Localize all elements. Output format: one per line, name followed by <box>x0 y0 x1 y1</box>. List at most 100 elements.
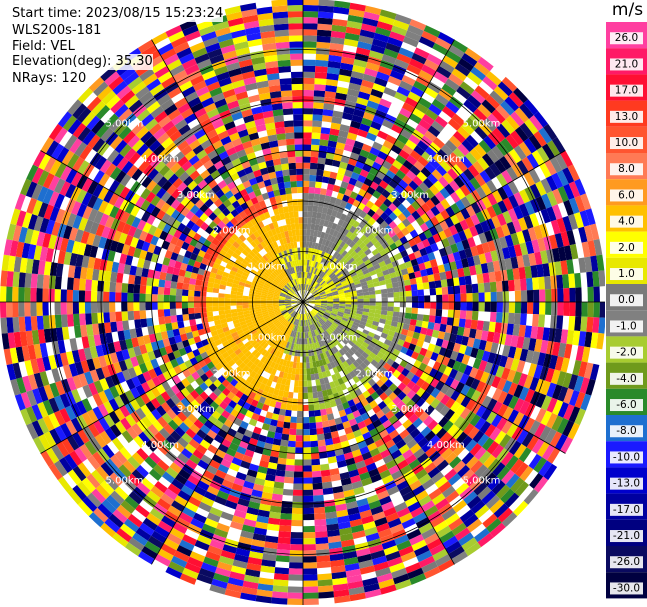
velocity-gate <box>303 556 317 563</box>
velocity-gate <box>372 115 385 125</box>
velocity-gate <box>369 255 377 263</box>
velocity-gate <box>170 315 178 323</box>
velocity-gate <box>145 302 152 311</box>
velocity-gate <box>303 17 318 24</box>
velocity-gate <box>331 222 338 231</box>
velocity-gate <box>471 310 479 321</box>
velocity-gate <box>316 427 324 435</box>
velocity-gate <box>320 272 326 279</box>
velocity-gate <box>311 464 321 472</box>
velocity-gate <box>303 180 310 188</box>
velocity-gate <box>311 217 317 225</box>
velocity-gate <box>357 302 364 306</box>
velocity-gate <box>501 119 515 135</box>
velocity-gate <box>325 253 331 261</box>
velocity-gate <box>381 306 388 311</box>
velocity-gate <box>337 136 347 144</box>
velocity-gate <box>72 302 80 315</box>
velocity-gate <box>30 315 38 331</box>
velocity-gate <box>390 188 401 199</box>
velocity-gate <box>593 286 600 302</box>
velocity-gate <box>388 202 398 213</box>
velocity-gate <box>145 285 153 295</box>
velocity-gate <box>312 289 318 295</box>
velocity-gate <box>508 302 516 314</box>
velocity-gate <box>311 289 317 294</box>
velocity-gate <box>294 374 300 381</box>
velocity-gate <box>365 62 380 72</box>
velocity-gate <box>325 79 339 87</box>
velocity-gate <box>477 157 490 171</box>
velocity-gate <box>339 62 354 71</box>
velocity-gate <box>0 270 8 287</box>
velocity-gate <box>350 260 357 267</box>
velocity-gate <box>306 229 311 236</box>
velocity-gate <box>311 126 322 134</box>
velocity-gate <box>321 238 327 246</box>
velocity-gate <box>376 21 393 32</box>
velocity-gate <box>348 82 362 92</box>
velocity-gate <box>127 302 134 312</box>
velocity-gate <box>374 199 384 208</box>
velocity-gate <box>479 170 492 184</box>
velocity-gate <box>290 538 303 545</box>
velocity-gate <box>482 75 498 91</box>
velocity-gate <box>283 421 291 429</box>
velocity-gate <box>482 321 490 332</box>
velocity-gate <box>275 555 290 563</box>
velocity-gate <box>339 233 346 242</box>
velocity-gate <box>435 93 450 106</box>
velocity-gate <box>525 277 533 291</box>
velocity-gate <box>303 429 310 436</box>
velocity-gate <box>380 220 389 230</box>
velocity-gate <box>273 579 289 587</box>
velocity-gate <box>442 294 449 302</box>
velocity-gate <box>307 285 311 291</box>
velocity-gate <box>326 234 333 242</box>
velocity-gate <box>427 173 439 185</box>
velocity-gate <box>452 147 466 161</box>
velocity-gate <box>341 250 348 257</box>
velocity-gate <box>310 287 315 293</box>
velocity-gate <box>322 481 333 489</box>
velocity-gate <box>375 224 385 234</box>
velocity-gate <box>439 187 451 199</box>
velocity-gate <box>502 291 510 302</box>
velocity-gate <box>288 574 303 581</box>
velocity-gate <box>434 280 442 289</box>
velocity-gate <box>36 274 44 289</box>
velocity-gate <box>342 243 349 251</box>
velocity-gate <box>339 68 353 77</box>
velocity-gate <box>415 124 428 136</box>
velocity-gate <box>327 254 333 262</box>
velocity-gate <box>420 166 432 178</box>
velocity-gate <box>335 224 342 232</box>
velocity-gate <box>370 88 384 99</box>
velocity-gate <box>307 380 312 387</box>
velocity-gate <box>306 362 310 369</box>
velocity-gate <box>392 207 403 217</box>
velocity-gate <box>375 207 385 217</box>
velocity-gate <box>303 174 310 181</box>
velocity-gate <box>322 170 331 178</box>
velocity-gate <box>171 321 179 330</box>
velocity-gate <box>493 85 509 101</box>
velocity-gate <box>354 256 362 263</box>
velocity-gate <box>303 392 309 399</box>
velocity-gate <box>289 428 297 436</box>
velocity-gate <box>304 290 308 297</box>
velocity-gate <box>291 507 303 515</box>
velocity-gate <box>332 267 340 274</box>
velocity-gate <box>352 166 363 175</box>
velocity-gate <box>317 277 323 284</box>
velocity-gate <box>532 302 540 315</box>
velocity-gate <box>97 312 105 324</box>
velocity-gate <box>381 119 394 130</box>
velocity-gate <box>362 111 375 121</box>
velocity-gate <box>568 315 576 331</box>
velocity-gate <box>333 259 340 266</box>
velocity-gate <box>303 198 309 206</box>
velocity-gate <box>345 254 353 262</box>
velocity-gate <box>158 279 166 288</box>
velocity-gate <box>329 128 340 137</box>
